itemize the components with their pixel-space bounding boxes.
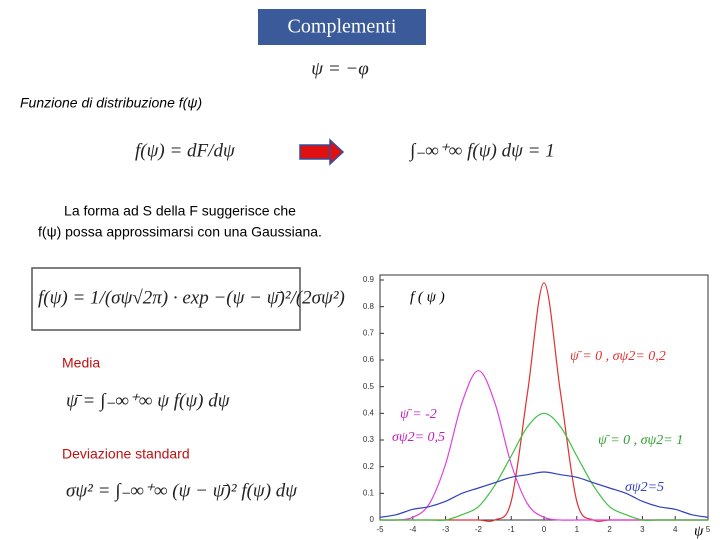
x-tick-label: -4: [409, 525, 417, 534]
y-tick-label: 0: [370, 515, 375, 524]
x-tick-label: 5: [706, 525, 711, 534]
mean-formula: ψ̄ = ∫₋∞⁺∞ ψ f(ψ) dψ: [66, 390, 231, 412]
y-tick-label: 0.2: [363, 462, 375, 471]
distribution-label: Funzione di distribuzione f(ψ): [20, 95, 202, 111]
annotation: σψ2=5: [625, 480, 664, 495]
title: Complementi: [288, 16, 397, 38]
arrow-body: [299, 144, 331, 160]
x-tick-label: 1: [575, 525, 580, 534]
arrow-head: [329, 138, 345, 166]
y-tick-label: 0.4: [363, 408, 375, 417]
x-tick-label: 3: [640, 525, 645, 534]
annotation: ψ̄ = 0 , σψ2= 0,2: [570, 349, 666, 364]
y-tick-label: 0.7: [363, 328, 375, 337]
variance-formula: σψ² = ∫₋∞⁺∞ (ψ − ψ̄)² f(ψ) dψ: [66, 480, 298, 502]
note-line: f(ψ) possa approssimarsi con una Gaussia…: [38, 224, 322, 240]
annotation: σψ2= 0,5: [392, 430, 445, 445]
x-tick-label: 2: [607, 525, 612, 534]
y-tick-label: 0.9: [363, 275, 375, 284]
y-tick-label: 0.3: [363, 435, 375, 444]
title-box: [258, 9, 426, 45]
y-tick-label: 0.8: [363, 302, 375, 311]
x-tick-label: -2: [475, 525, 483, 534]
y-tick-label: 0.1: [363, 488, 375, 497]
annotation: ψ̄ = 0 , σψ2= 1: [598, 433, 683, 448]
x-axis-label: ψ: [694, 523, 704, 539]
x-tick-label: -1: [508, 525, 516, 534]
definition: ψ = −φ: [311, 58, 368, 79]
note-line: La forma ad S della F suggerisce che: [64, 203, 296, 219]
std-label: Deviazione standard: [62, 446, 190, 462]
formula-box: [31, 267, 301, 331]
x-tick-label: 0: [542, 525, 547, 534]
y-tick-label: 0.6: [363, 355, 375, 364]
y-tick-label: 0.5: [363, 382, 375, 391]
annotation: ψ̄ = -2: [400, 407, 437, 422]
y-axis-label: f ( ψ ): [410, 289, 445, 305]
x-tick-label: -3: [442, 525, 450, 534]
x-tick-label: 4: [673, 525, 678, 534]
normalization-formula: ∫₋∞⁺∞ f(ψ) dψ = 1: [409, 140, 555, 162]
curve: [379, 471, 709, 518]
density-formula: f(ψ) = dF/dψ: [135, 140, 236, 161]
mean-label: Media: [62, 355, 100, 371]
gaussian-formula: f(ψ) = 1/(σψ√2π) · exp −(ψ − ψ̄)²/(2σψ²): [38, 287, 345, 308]
x-tick-label: -5: [376, 525, 384, 534]
curve: [380, 412, 708, 521]
